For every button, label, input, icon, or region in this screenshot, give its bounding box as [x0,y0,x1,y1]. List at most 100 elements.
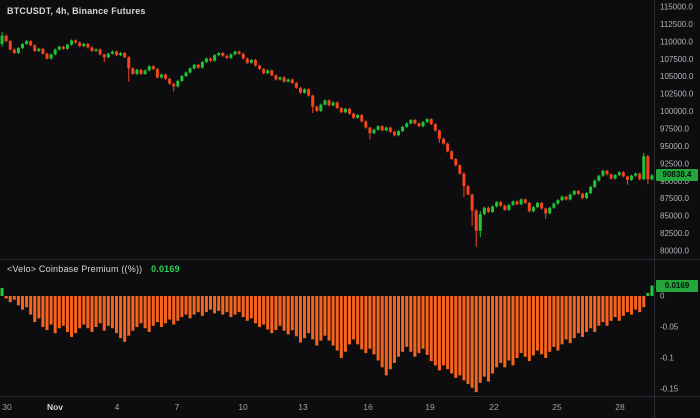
histogram-bar [196,296,200,313]
candle [70,40,74,45]
histogram-bar [503,296,507,368]
candle [638,173,642,180]
indicator-legend[interactable]: <Velo> Coinbase Premium ((%)) 0.0169 [7,264,180,274]
histogram-bar [482,296,486,377]
histogram-bar [413,296,417,357]
candle [241,53,245,59]
candle [270,70,274,76]
candle [204,58,208,63]
candle [131,68,135,74]
histogram-bar [225,296,229,313]
histogram-bar [188,296,192,319]
indicator-title: <Velo> Coinbase Premium ((%)) [7,264,143,274]
histogram-bar [486,296,490,382]
histogram-bar [499,296,503,363]
indicator-axis-labels: 0 -0.05 -0.1 -0.15 [660,292,679,394]
candle [315,106,319,111]
last-price-badge: 90838.4 [656,169,698,182]
candle [74,40,78,43]
histogram-bar [421,296,425,349]
candle [94,49,98,51]
candle [609,174,613,179]
premium-histogram-series [0,285,654,393]
candle [343,108,347,113]
candle [53,49,57,55]
candle [331,102,335,106]
candle [650,175,654,180]
symbol-legend[interactable]: BTCUSDT, 4h, Binance Futures [7,6,146,16]
candle [572,191,576,195]
time-axis-label: 22 [489,402,499,412]
candle [429,119,433,125]
candle [601,170,605,176]
candle [213,55,217,61]
candle [12,49,16,54]
histogram-bar [127,296,131,336]
time-axis-label: 28 [615,402,625,412]
candle [352,113,356,118]
histogram-bar [119,296,123,339]
histogram-bar [303,296,307,339]
candle [523,199,527,203]
time-axis-label: 30 [2,402,12,412]
histogram-bar [527,296,531,362]
candle [421,122,425,127]
candle [405,123,409,127]
candle [164,74,168,79]
candle [253,59,257,66]
histogram-bar [646,292,650,296]
candle [294,82,298,88]
candle [564,196,568,200]
histogram-bar [298,296,302,343]
histogram-bar [376,296,380,361]
candle [319,104,323,111]
candle [593,180,597,187]
histogram-bar [102,296,106,331]
histogram-bar [114,296,118,334]
histogram-bar [180,296,184,318]
candle [143,70,147,74]
price-axis-label: 90000.0 [660,177,689,186]
histogram-bar [397,296,401,357]
candle [392,131,396,136]
histogram-bar [339,296,343,358]
candle [495,202,499,207]
candle [466,186,470,195]
histogram-bar [568,296,572,344]
histogram-bar [474,296,478,393]
histogram-bar [249,296,253,319]
time-axis-labels: 30 Nov 4 7 10 13 16 19 22 25 28 [2,402,625,412]
candle [286,79,290,82]
histogram-bar [458,296,462,376]
candle [515,201,519,205]
histogram-bar [540,296,544,355]
histogram-bar [544,296,548,358]
indicator-axis-label: -0.05 [660,323,679,332]
histogram-bar [237,296,241,313]
candle [585,193,589,199]
histogram-bar [25,296,29,308]
candle [552,203,556,208]
histogram-bar [221,296,225,315]
histogram-bar [143,296,147,329]
histogram-bar [572,296,576,339]
candle [82,43,86,47]
histogram-bar [601,296,605,323]
histogram-bar [78,296,82,329]
candle [249,59,253,63]
candle [478,214,482,231]
histogram-bar [270,296,274,334]
price-axis-label: 97500.0 [660,125,689,134]
candle [527,202,531,212]
histogram-bar [45,296,49,331]
histogram-bar [147,296,151,332]
histogram-bar [164,296,168,324]
candle [388,127,392,132]
candle [123,53,127,58]
candle [298,87,302,93]
histogram-bar [253,296,257,324]
candle [499,202,503,206]
histogram-bar [4,296,8,299]
candle [65,44,69,49]
